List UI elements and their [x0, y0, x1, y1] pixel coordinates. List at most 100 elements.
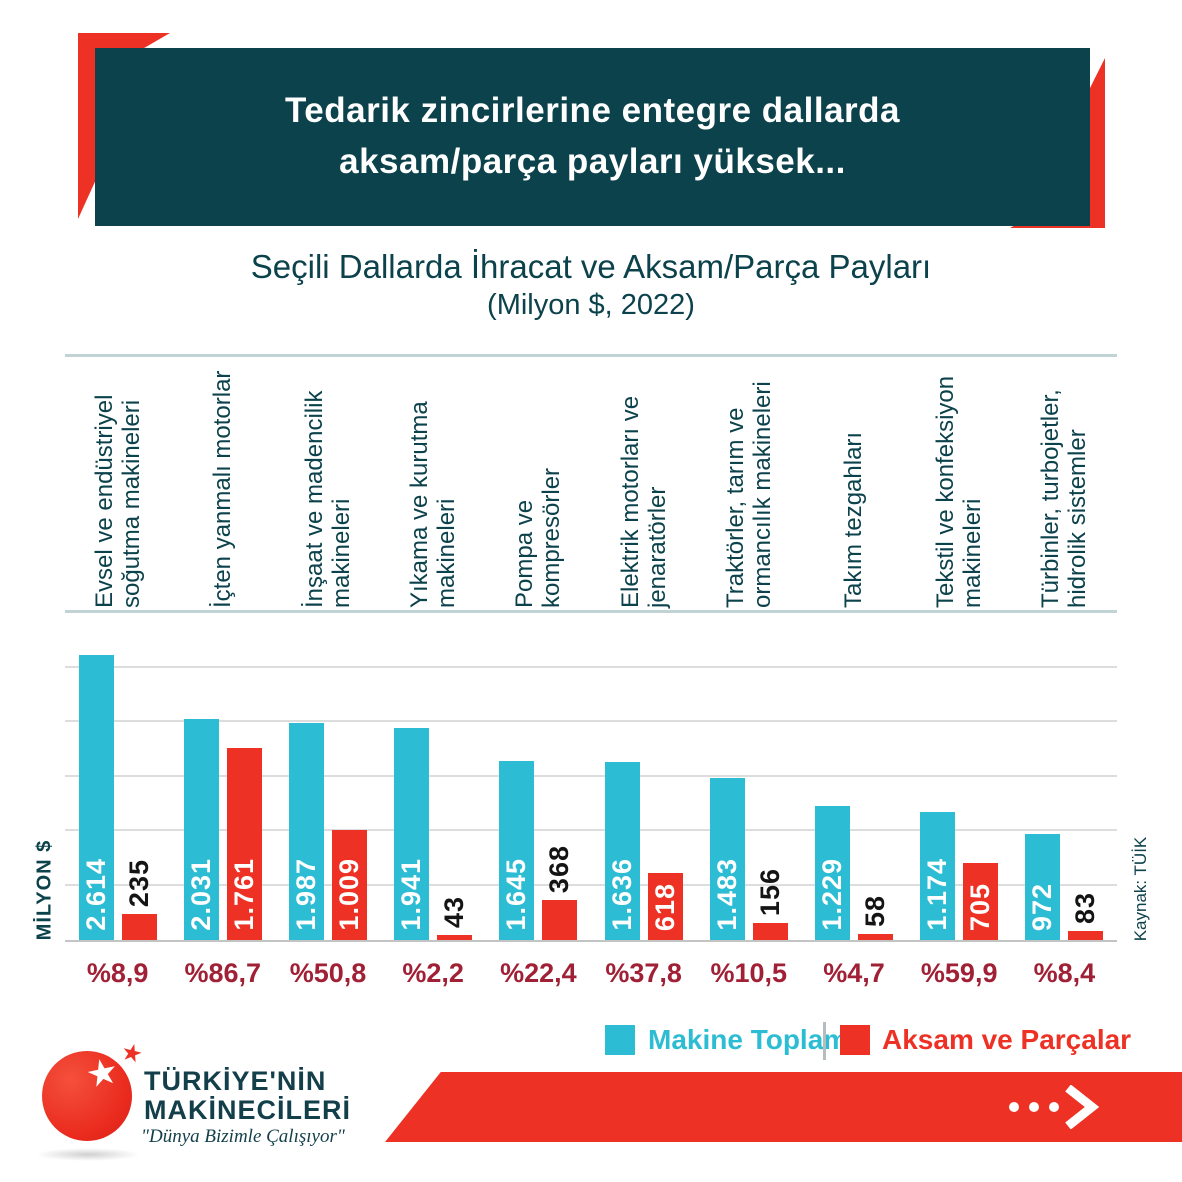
bar-value-label: 1.987 [290, 858, 321, 931]
category-label: Tekstil ve konfeksiyon makineleri [932, 375, 987, 608]
percent-label: %86,7 [184, 958, 262, 988]
category-label: Yıkama ve kurutma makineleri [406, 401, 461, 608]
logo-text-line2: MAKİNECİLERİ [144, 1095, 351, 1125]
percent-label: %37,8 [605, 958, 682, 988]
chart-title-block: Seçili Dallarda İhracat ve Aksam/Parça P… [65, 246, 1117, 325]
bar-aksam-parcalar: 1.761 [226, 748, 262, 940]
bar-group: 2.031 1.761 [170, 613, 275, 940]
bar-group: 2.614 235 [65, 613, 170, 940]
header-banner: Tedarik zincirlerine entegre dallarda ak… [95, 48, 1090, 226]
bar-aksam-parcalar [857, 934, 893, 940]
percent-label: %4,7 [823, 958, 885, 988]
source-label: Kaynak: TÜİK [1131, 836, 1150, 942]
bar-makine-toplami: 1.941 [394, 728, 430, 940]
bar-plot-area: 2.614 235 2.031 1.761 1.987 1.009 1.941 43 1.645… [65, 613, 1117, 942]
bar-aksam-parcalar [542, 900, 578, 940]
category-label-row: Evsel ve endüstriyel soğutma makineleri İ… [65, 362, 1117, 608]
bar-aksam-parcalar: 705 [963, 863, 999, 940]
bar-value-label: 235 [123, 858, 154, 907]
bar-group: 1.483 156 [696, 613, 801, 940]
category-label: Takım tezgahları [840, 431, 868, 608]
bar-group: 1.174 705 [907, 613, 1012, 940]
percent-label: %10,5 [710, 958, 788, 988]
bar-aksam-parcalar [121, 914, 157, 940]
bar-value-label: 1.229 [816, 858, 847, 931]
bar-value-label: 1.636 [606, 858, 637, 931]
category-label: Türbinler, turbojetler, hidrolik sisteml… [1037, 389, 1092, 608]
bar-makine-toplami: 1.229 [814, 806, 850, 940]
logo-circle [42, 1051, 132, 1141]
bar-group: 1.941 43 [381, 613, 486, 940]
chart-title: Seçili Dallarda İhracat ve Aksam/Parça P… [250, 248, 932, 285]
banner-corner-accent-right [1088, 58, 1105, 228]
divider-bottom [65, 610, 1117, 613]
bar-value-label: 1.009 [333, 858, 364, 931]
percent-label: %50,8 [289, 958, 367, 988]
bar-makine-toplami: 2.031 [183, 719, 219, 940]
bar-aksam-parcalar: 1.009 [331, 830, 367, 940]
bar-group: 1.229 58 [801, 613, 906, 940]
legend-label-parts: Aksam ve Parçalar [882, 1024, 1132, 1055]
bar-makine-toplami: 1.987 [288, 723, 324, 940]
percent-label-row: %8,9 %86,7 %50,8 %2,2 %22,4 %37,8 %10,5 %4,7 %59… [65, 958, 1117, 992]
y-axis-label: MİLYON $ [33, 839, 56, 941]
bar-aksam-parcalar [437, 935, 473, 940]
bar-value-label: 1.941 [396, 858, 427, 931]
bar-value-label: 972 [1027, 882, 1058, 931]
bar-value-label: 1.174 [922, 858, 953, 931]
legend-swatch-total [605, 1025, 635, 1055]
bar-value-label: 2.614 [80, 858, 111, 931]
legend-divider [823, 1022, 826, 1060]
logo-small-star-icon: ★ [118, 1037, 146, 1070]
gridline [65, 774, 1117, 777]
legend-swatch-parts [840, 1025, 870, 1055]
legend-label-total: Makine Toplamı [648, 1024, 856, 1055]
bar-value-label: 83 [1070, 891, 1101, 924]
banner-title-line1: Tedarik zincirlerine entegre dallarda [284, 91, 901, 131]
category-label: Elektrik motorları ve jenaratörler [616, 395, 671, 608]
bar-aksam-parcalar: 618 [647, 873, 683, 940]
bar-makine-toplami: 1.174 [920, 812, 956, 940]
bar-group: 972 83 [1012, 613, 1117, 940]
bar-value-label: 2.031 [185, 858, 216, 931]
bar-value-label: 368 [544, 844, 575, 893]
percent-label: %8,4 [1033, 958, 1096, 988]
bar-value-label: 1.483 [711, 858, 742, 931]
category-label: Pompa ve kompresörler [511, 467, 566, 608]
bar-value-label: 43 [439, 895, 470, 928]
bar-group: 1.987 1.009 [275, 613, 380, 940]
bar-makine-toplami: 1.645 [499, 761, 535, 940]
bottom-ribbon [385, 1072, 1182, 1142]
bar-aksam-parcalar [1068, 931, 1104, 940]
percent-label: %59,9 [920, 958, 998, 988]
logo-shadow [36, 1148, 140, 1161]
gridline [65, 883, 1117, 886]
bar-value-label: 58 [859, 894, 890, 927]
arrow-icon[interactable] [1002, 1085, 1102, 1129]
percent-label: %8,9 [86, 958, 149, 988]
gridline [65, 665, 1117, 668]
category-label: İnşaat ve madencilik makineleri [300, 390, 355, 608]
bar-aksam-parcalar [752, 923, 788, 940]
bar-value-label: 156 [754, 867, 785, 916]
category-label: İçten yanmalı motorlar [209, 370, 237, 608]
legend: Makine Toplamı Aksam ve Parçalar [0, 1020, 1182, 1060]
divider-top [65, 354, 1117, 357]
bar-value-label: 618 [649, 882, 680, 931]
bar-makine-toplami: 1.636 [604, 762, 640, 940]
bar-group: 1.636 618 [591, 613, 696, 940]
percent-label: %22,4 [500, 958, 577, 988]
gridline [65, 720, 1117, 722]
banner-corner-accent-top-left [78, 33, 170, 49]
gridline [65, 829, 1117, 831]
bar-makine-toplami: 1.483 [709, 778, 745, 940]
bar-value-label: 1.645 [501, 858, 532, 931]
bar-makine-toplami: 2.614 [78, 655, 114, 940]
banner-corner-accent-left [78, 33, 95, 219]
bar-value-label: 1.761 [228, 858, 259, 931]
chart-subtitle: (Milyon $, 2022) [487, 289, 695, 322]
bar-group: 1.645 368 [486, 613, 591, 940]
logo-text-line1: TÜRKİYE'NİN [144, 1066, 327, 1096]
x-axis-baseline [65, 940, 1117, 942]
